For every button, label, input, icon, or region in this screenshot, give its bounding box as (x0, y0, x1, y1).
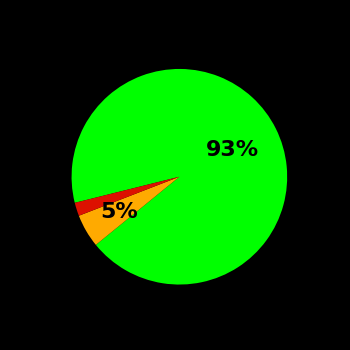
Wedge shape (72, 69, 287, 285)
Text: 93%: 93% (206, 140, 259, 160)
Text: 5%: 5% (100, 202, 138, 222)
Wedge shape (75, 177, 179, 216)
Wedge shape (79, 177, 179, 245)
